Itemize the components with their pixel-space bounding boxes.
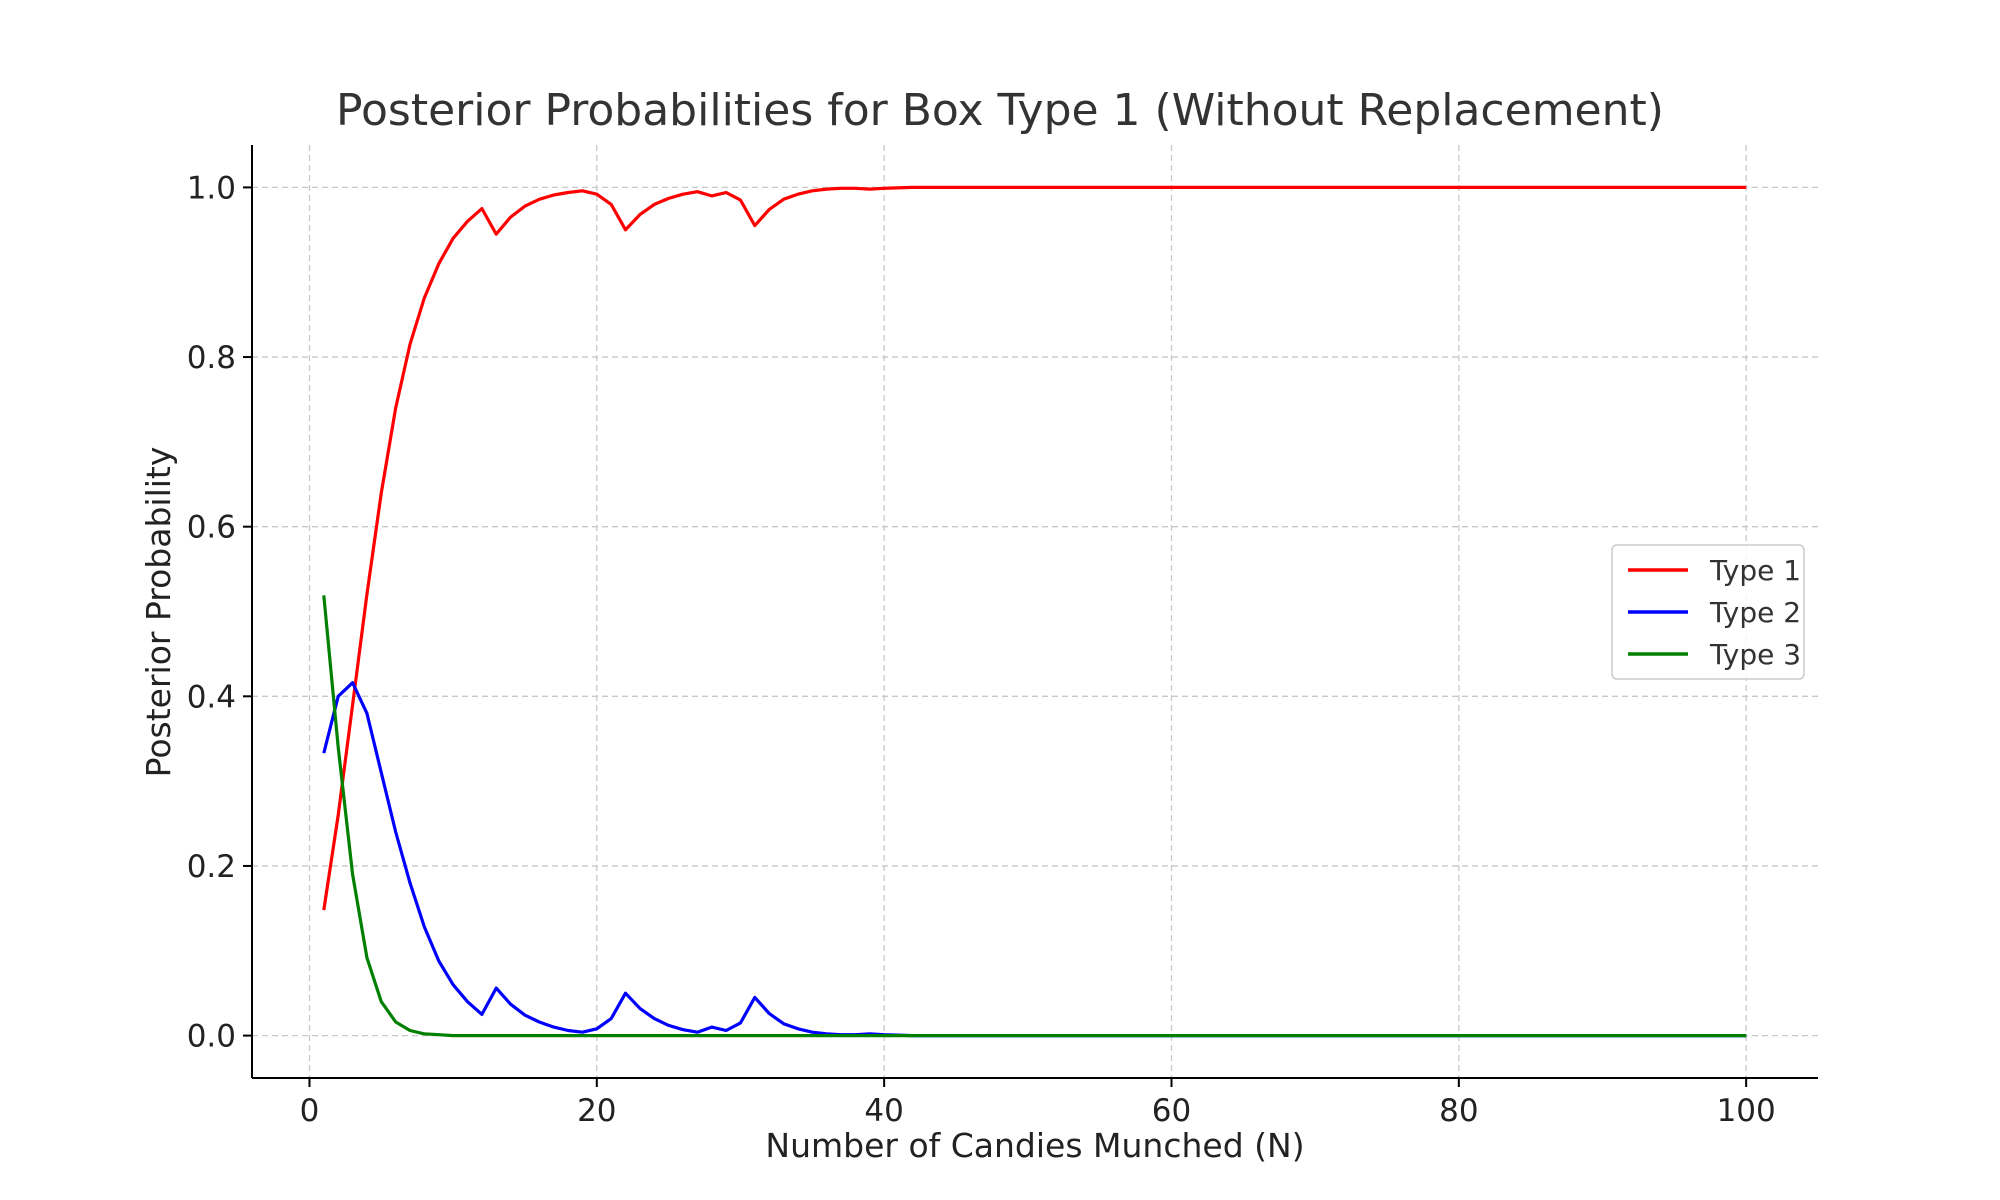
legend-label-type-1: Type 1 (1709, 554, 1801, 587)
chart-title: Posterior Probabilities for Box Type 1 (… (336, 85, 1664, 136)
y-tick-label: 0.0 (187, 1019, 236, 1055)
y-tick-label: 1.0 (187, 170, 236, 206)
tick-marks: 0 20 40 60 80 100 0.0 0.2 0.4 0.6 0.8 1.0 (187, 170, 1776, 1129)
x-tick-label: 40 (864, 1093, 903, 1129)
y-tick-label: 0.8 (187, 340, 236, 376)
legend-label-type-3: Type 3 (1709, 638, 1801, 671)
x-tick-label: 100 (1717, 1093, 1776, 1129)
x-tick-label: 20 (577, 1093, 616, 1129)
x-tick-label: 60 (1152, 1093, 1191, 1129)
x-tick-label: 80 (1439, 1093, 1478, 1129)
legend: Type 1 Type 2 Type 3 (1611, 544, 1805, 680)
y-tick-label: 0.4 (187, 679, 236, 715)
series-line-type-2 (322, 681, 1747, 1038)
x-tick-label: 0 (300, 1093, 320, 1129)
axes (251, 145, 1818, 1079)
legend-box (1611, 544, 1805, 680)
series-lines (322, 185, 1747, 1038)
series-line-type-1 (322, 185, 1747, 911)
x-axis-label: Number of Candies Munched (N) (765, 1126, 1304, 1165)
y-tick-label: 0.2 (187, 849, 236, 885)
y-axis-label: Posterior Probability (139, 447, 178, 778)
legend-label-type-2: Type 2 (1709, 596, 1801, 629)
y-tick-label: 0.6 (187, 510, 236, 546)
grid-lines (252, 145, 1818, 1078)
series-line-type-3 (322, 595, 1747, 1038)
